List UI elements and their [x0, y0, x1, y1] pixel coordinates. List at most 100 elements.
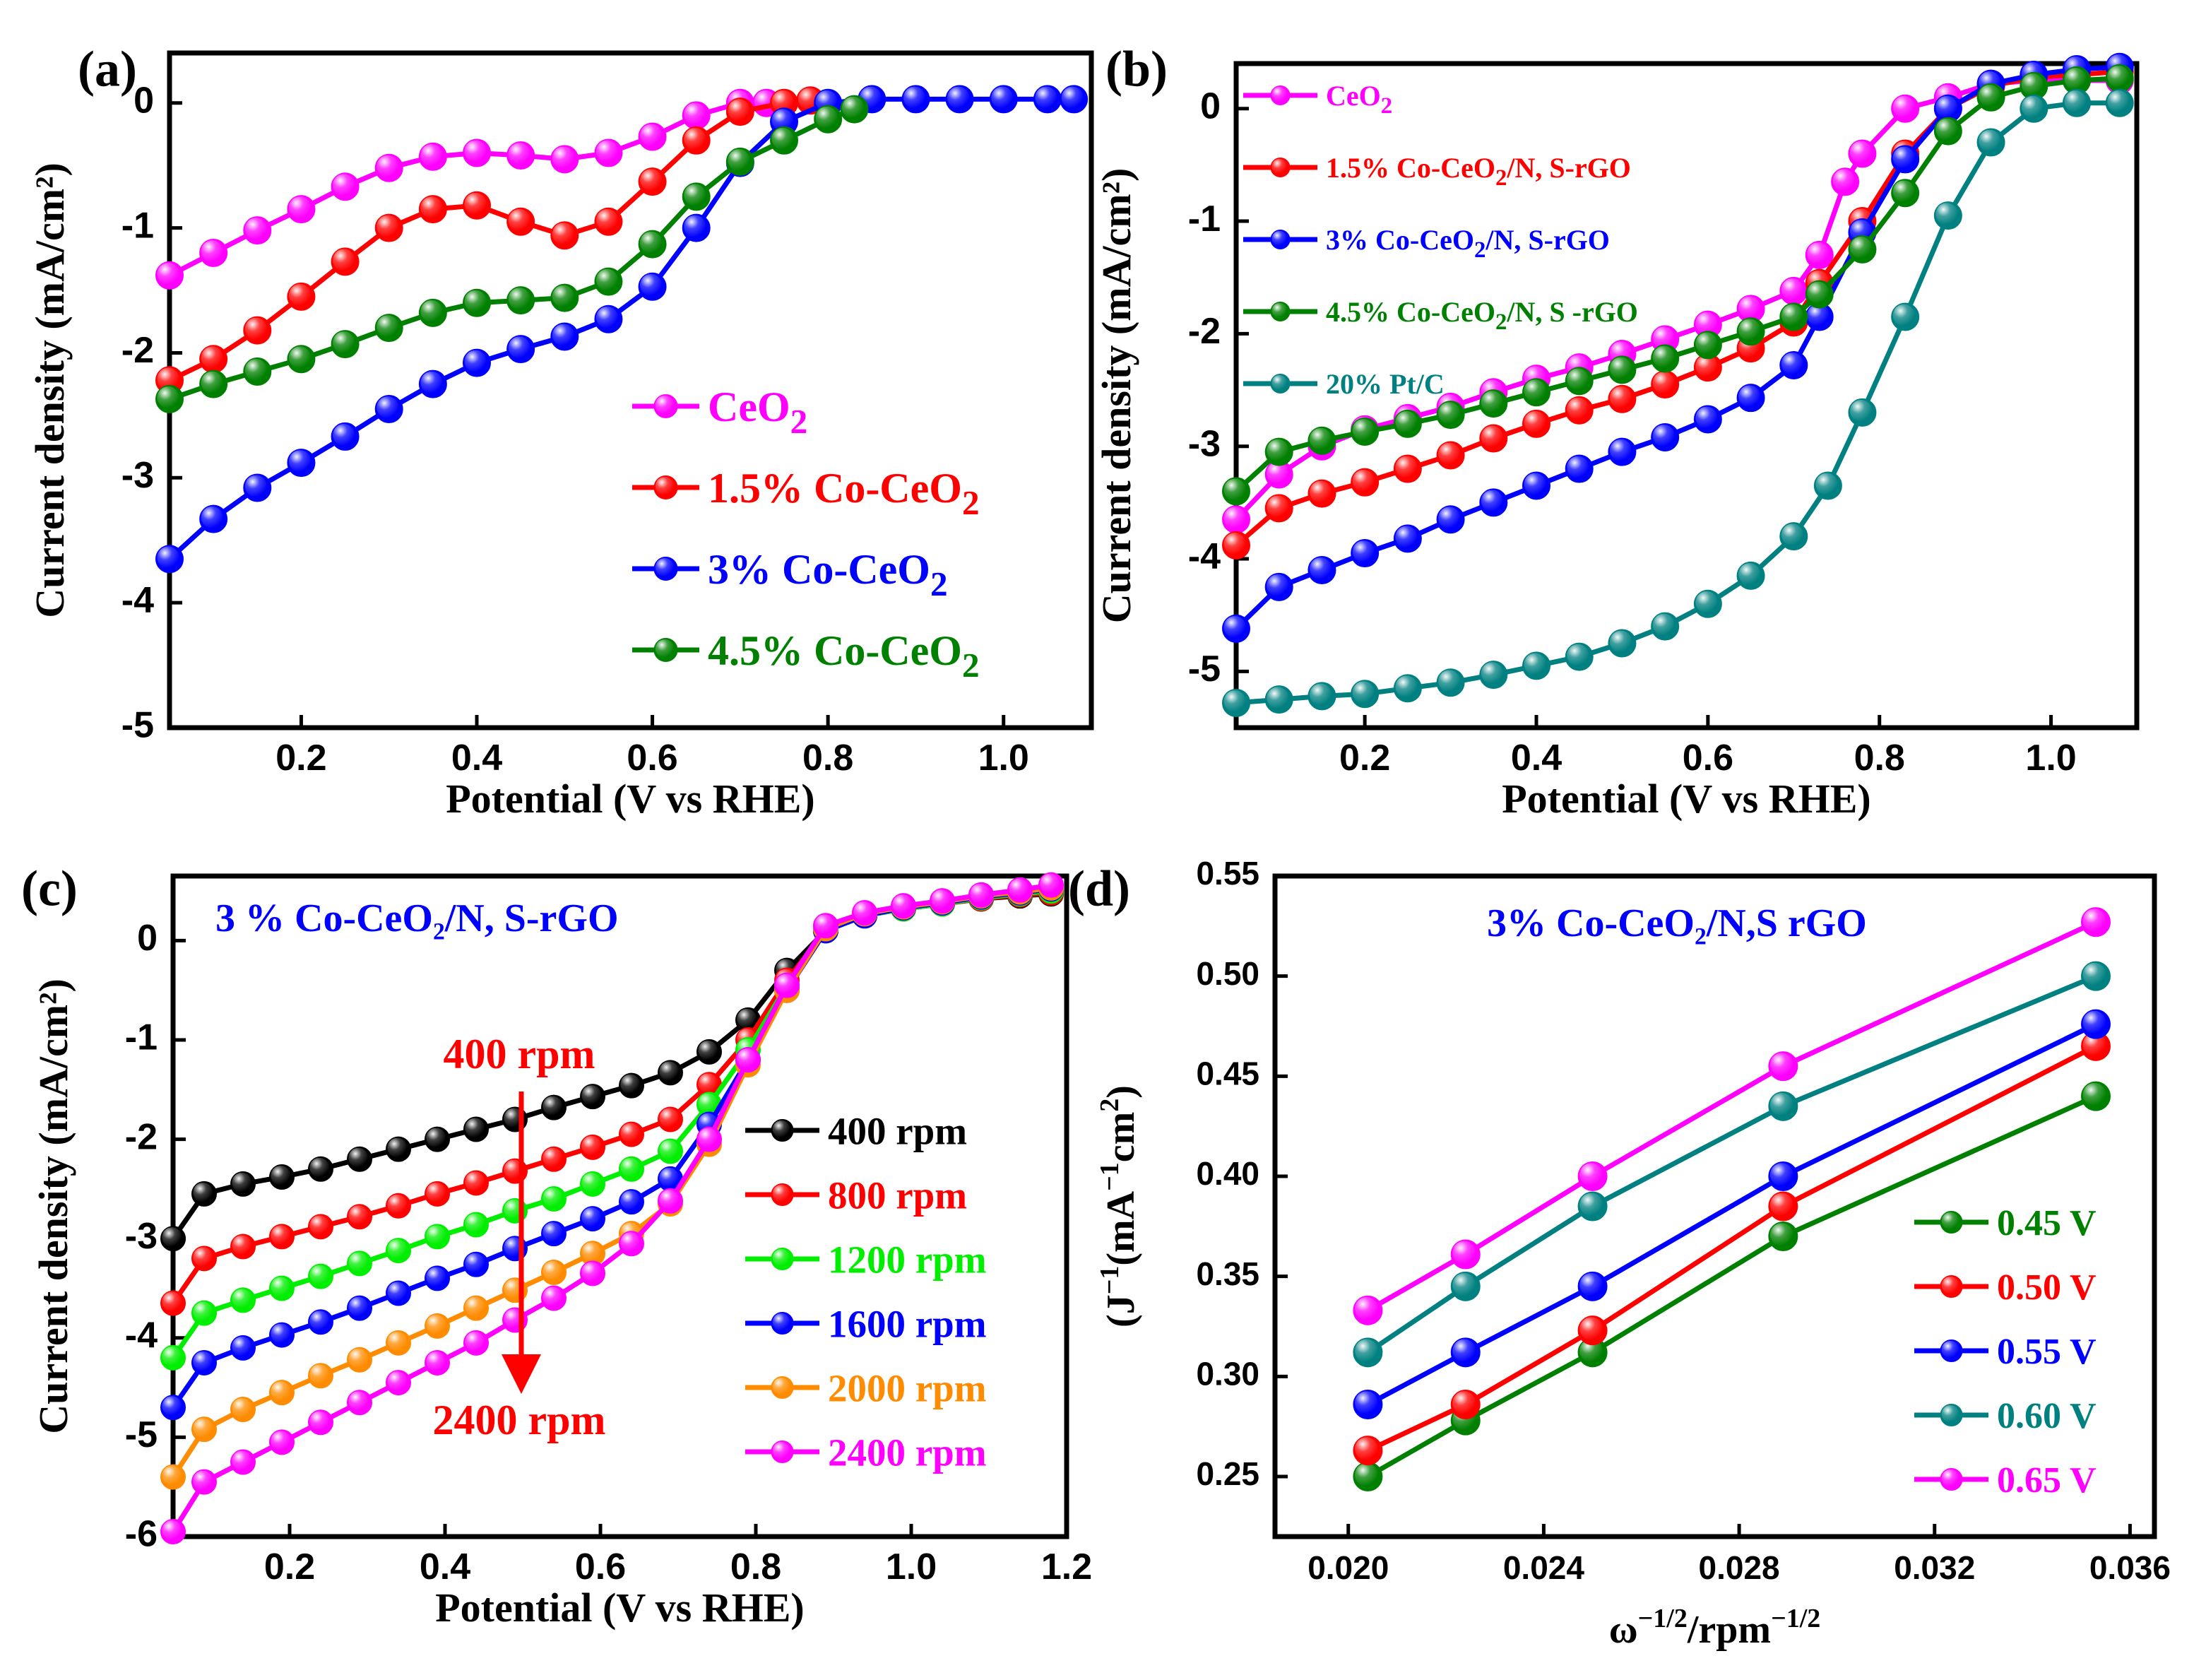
data-point	[1264, 494, 1293, 523]
data-point	[463, 191, 491, 220]
data-point	[308, 1363, 333, 1389]
legend-marker	[771, 1183, 794, 1206]
data-point	[1693, 405, 1722, 434]
legend-marker	[1270, 230, 1291, 249]
data-point	[230, 1234, 256, 1260]
series-3-co-ceo	[1222, 52, 2134, 643]
x-axis-label: Potential (V vs RHE)	[1502, 776, 1871, 822]
x-tick-label: 0.032	[1894, 1549, 1975, 1586]
data-point	[1891, 179, 1920, 208]
x-axis-label: Potential (V vs RHE)	[435, 1585, 805, 1631]
data-point	[160, 1226, 186, 1252]
data-point	[1479, 661, 1508, 690]
data-point	[1436, 505, 1465, 534]
x-tick-label: 1.2	[1041, 1546, 1092, 1587]
data-point	[418, 298, 447, 327]
legend-label: 400 rpm	[828, 1109, 967, 1152]
y-axis-label: Current density (mA/cm²)	[27, 162, 73, 618]
data-point	[594, 207, 623, 236]
data-point	[696, 1039, 722, 1065]
x-tick-label: 0.6	[1683, 738, 1733, 779]
y-axis-label: Current density (mA/cm²)	[30, 978, 76, 1434]
legend-marker	[771, 1441, 794, 1463]
data-point	[463, 288, 491, 317]
data-point	[1264, 437, 1293, 466]
data-point	[1779, 522, 1808, 551]
y-tick-label: 0	[137, 918, 158, 959]
data-point	[463, 1212, 489, 1238]
data-point	[580, 1241, 605, 1267]
data-point	[1651, 344, 1680, 373]
legend-marker	[1940, 1275, 1963, 1298]
data-point	[1933, 201, 1962, 230]
data-point	[191, 1469, 217, 1495]
data-point	[1479, 488, 1508, 517]
data-point	[463, 1295, 489, 1321]
data-point	[418, 195, 447, 224]
data-point	[1891, 302, 1920, 331]
x-tick-label: 0.2	[1339, 738, 1390, 779]
data-point	[191, 1349, 217, 1376]
x-tick-label: 0.2	[264, 1546, 315, 1587]
data-point	[638, 230, 667, 259]
data-point	[425, 1349, 450, 1376]
y-tick-label: -3	[121, 455, 154, 496]
data-point	[735, 1007, 761, 1033]
data-point	[638, 122, 667, 151]
data-point	[1805, 302, 1834, 331]
x-tick-label: 1.0	[978, 738, 1029, 779]
y-tick-label: 0.55	[1196, 855, 1259, 892]
series-line	[167, 96, 1074, 561]
data-point	[1522, 651, 1550, 680]
data-point	[374, 213, 403, 242]
legend-marker	[1270, 374, 1291, 394]
data-point	[1351, 468, 1380, 497]
legend-marker	[1940, 1468, 1963, 1491]
y-tick-label: 0.30	[1196, 1355, 1259, 1392]
series-line	[1234, 76, 2120, 493]
data-point	[230, 1335, 256, 1361]
data-point	[308, 1214, 333, 1240]
data-point	[1222, 477, 1250, 506]
data-point	[1522, 409, 1550, 438]
data-point	[580, 1260, 605, 1286]
data-point	[1436, 401, 1465, 430]
data-point	[347, 1347, 372, 1373]
data-point	[2081, 1081, 2111, 1111]
data-point	[1608, 355, 1637, 384]
data-point	[425, 1126, 450, 1152]
legend-label: 0.60 V	[1997, 1396, 2097, 1436]
data-point	[1393, 454, 1422, 483]
legend-label: 2400 rpm	[828, 1431, 987, 1474]
x-tick-label: 0.020	[1307, 1549, 1389, 1586]
data-point	[331, 247, 360, 276]
legend-marker	[771, 1119, 794, 1142]
data-point	[243, 357, 272, 386]
y-tick-label: -1	[1188, 199, 1221, 239]
y-tick-label: 0	[134, 80, 154, 121]
data-point	[425, 1224, 450, 1250]
data-point	[386, 1238, 411, 1264]
data-point	[347, 1390, 372, 1416]
data-point	[1976, 128, 2005, 157]
y-tick-label: -3	[1188, 423, 1221, 464]
x-tick-label: 0.8	[1854, 738, 1905, 779]
data-point	[852, 900, 877, 926]
data-point	[725, 147, 754, 176]
data-point	[1522, 471, 1550, 500]
data-point	[541, 1260, 567, 1285]
data-point	[658, 1106, 683, 1132]
data-point	[1060, 85, 1089, 114]
data-point	[658, 1166, 683, 1192]
data-point	[287, 449, 316, 478]
data-point	[1848, 398, 1877, 427]
x-tick-label: 0.028	[1699, 1549, 1780, 1586]
data-point	[1651, 612, 1680, 641]
data-point	[230, 1287, 256, 1313]
panel-label: (d)	[1068, 860, 1130, 917]
data-point	[347, 1250, 372, 1277]
data-point	[682, 182, 711, 211]
data-point	[160, 1518, 186, 1544]
data-point	[1736, 384, 1765, 413]
data-point	[550, 322, 579, 351]
